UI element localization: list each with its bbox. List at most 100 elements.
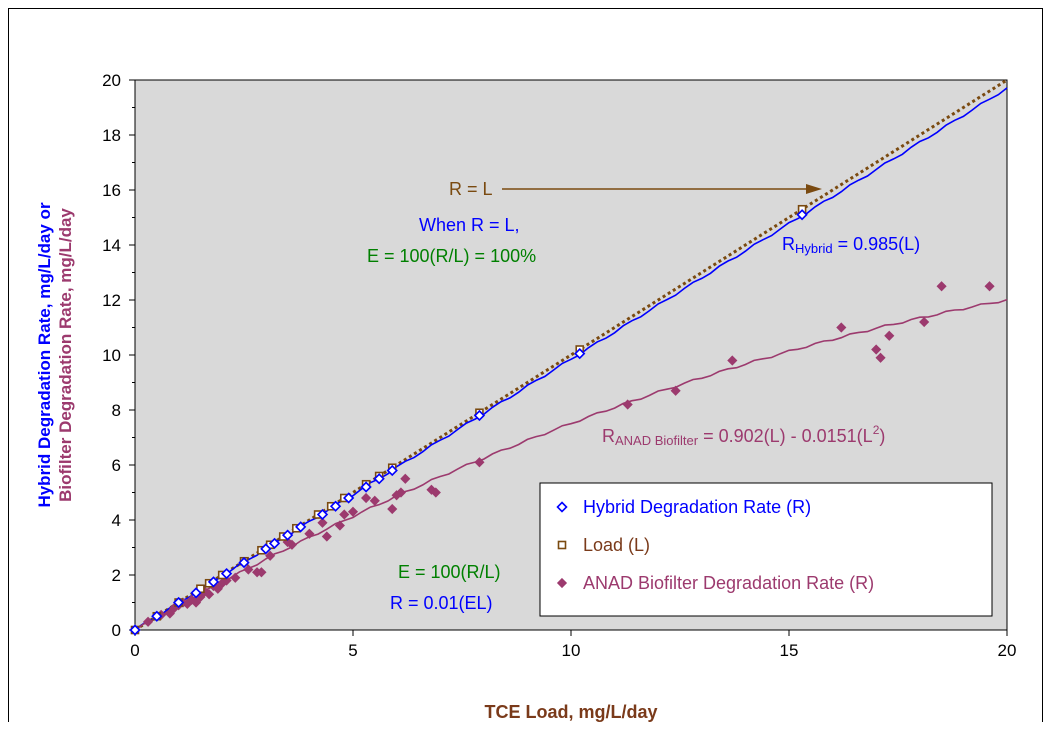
data-point <box>190 597 202 608</box>
fit-line-r-anad <box>134 298 1008 631</box>
annotation-e-formula: E = 100(R/L) <box>398 562 501 582</box>
data-point <box>329 500 342 512</box>
data-point <box>334 520 345 531</box>
data-point <box>400 473 411 484</box>
data-point <box>622 399 633 410</box>
anad-eq-subscript: ANAD Biofilter <box>615 433 699 448</box>
y-tick-label: 10 <box>102 346 121 365</box>
legend-label: Hybrid Degradation Rate (R) <box>583 497 811 517</box>
data-point <box>936 281 947 292</box>
y-tick-label: 18 <box>102 126 121 145</box>
x-tick-label: 10 <box>562 641 581 660</box>
legend-label: Load (L) <box>583 535 650 555</box>
anad-eq-r: R <box>602 426 615 446</box>
data-point <box>884 330 895 341</box>
data-point <box>129 624 141 636</box>
legend-marker <box>556 577 568 589</box>
data-point <box>286 539 298 550</box>
data-point <box>172 596 185 609</box>
data-point <box>387 503 398 515</box>
data-point <box>386 464 398 477</box>
hybrid-eq-rest: = 0.985(L) <box>833 234 921 254</box>
data-point <box>230 572 241 583</box>
data-point <box>256 567 267 578</box>
y-tick-label: 8 <box>112 401 121 420</box>
y-tick-label: 14 <box>102 236 121 255</box>
data-point <box>164 608 175 619</box>
data-point <box>474 457 485 468</box>
anad-eq-end: ) <box>879 426 885 446</box>
hybrid-eq-r: R <box>782 234 795 254</box>
annotation-hybrid-equation: RHybrid = 0.985(L) <box>782 234 920 256</box>
data-point <box>796 209 808 221</box>
data-point <box>207 576 220 588</box>
data-point <box>204 589 215 600</box>
x-tick-label: 5 <box>348 641 357 660</box>
y-tick-label: 12 <box>102 291 121 310</box>
chart-frame <box>8 8 1043 722</box>
y-axis-label-line2: Biofilter Degradation Rate, mg/L/day <box>56 208 75 502</box>
y-tick-label: 20 <box>102 71 121 90</box>
data-point <box>321 531 332 542</box>
annotation-r-formula: R = 0.01(EL) <box>390 593 493 613</box>
x-tick-label: 0 <box>130 641 139 660</box>
data-point <box>984 281 995 292</box>
legend-box <box>539 482 993 617</box>
data-point <box>430 487 441 498</box>
legend-label: ANAD Biofilter Degradation Rate (R) <box>583 573 874 593</box>
data-point <box>316 508 329 521</box>
data-point <box>339 509 350 520</box>
data-point <box>190 587 202 599</box>
data-point <box>369 495 380 506</box>
annotation-anad-equation: RANAD Biofilter = 0.902(L) - 0.0151(L2) <box>602 423 885 448</box>
data-point <box>373 473 385 485</box>
data-point <box>281 529 294 541</box>
annotation-e-100-percent: E = 100(R/L) = 100% <box>367 246 536 266</box>
data-point <box>238 556 250 569</box>
y-tick-label: 4 <box>112 511 121 530</box>
data-point <box>151 610 163 622</box>
data-point <box>347 506 359 517</box>
data-point <box>360 481 372 493</box>
data-point <box>875 352 886 363</box>
data-point <box>361 492 372 504</box>
tick-labels: 0 5 10 15 20 0 2 4 6 8 10 12 14 16 18 20 <box>102 71 1016 660</box>
data-point <box>871 344 882 355</box>
x-tick-label: 20 <box>998 641 1017 660</box>
data-point <box>260 543 272 555</box>
legend: Hybrid Degradation Rate (R) Load (L) ANAD … <box>539 482 993 617</box>
legend-marker <box>557 540 567 550</box>
data-point <box>395 487 407 498</box>
data-point <box>836 322 847 333</box>
data-point <box>212 583 223 594</box>
annotation-arrowhead <box>806 184 822 194</box>
x-tick-label: 15 <box>780 641 799 660</box>
data-point <box>268 537 281 550</box>
annotation-r-equals-l: R = L <box>449 179 493 199</box>
anad-eq-rest: = 0.902(L) - 0.0151(L <box>698 426 873 446</box>
data-point <box>295 521 307 533</box>
data-point <box>304 528 315 539</box>
hybrid-eq-subscript: Hybrid <box>795 241 833 256</box>
data-point <box>670 385 681 396</box>
y-tick-label: 2 <box>112 566 121 585</box>
data-point <box>473 409 486 422</box>
fit-line-r-l <box>134 78 1008 632</box>
data-point <box>243 564 254 575</box>
data-point <box>220 567 233 580</box>
data-point <box>919 316 930 328</box>
data-point <box>727 355 738 366</box>
data-point <box>574 347 586 360</box>
annotation-when-r-equals-l: When R = L, <box>419 215 520 235</box>
data-point <box>143 616 154 627</box>
y-axis-label-line1: Hybrid Degradation Rate, mg/L/day or <box>35 202 54 507</box>
y-tick-label: 0 <box>112 621 121 640</box>
x-axis-label: TCE Load, mg/L/day <box>484 702 657 722</box>
data-points <box>129 204 995 636</box>
anad-eq-superscript: 2 <box>873 423 880 437</box>
data-point <box>265 550 276 561</box>
data-point <box>343 492 355 504</box>
legend-marker <box>556 501 568 513</box>
y-tick-label: 6 <box>112 456 121 475</box>
